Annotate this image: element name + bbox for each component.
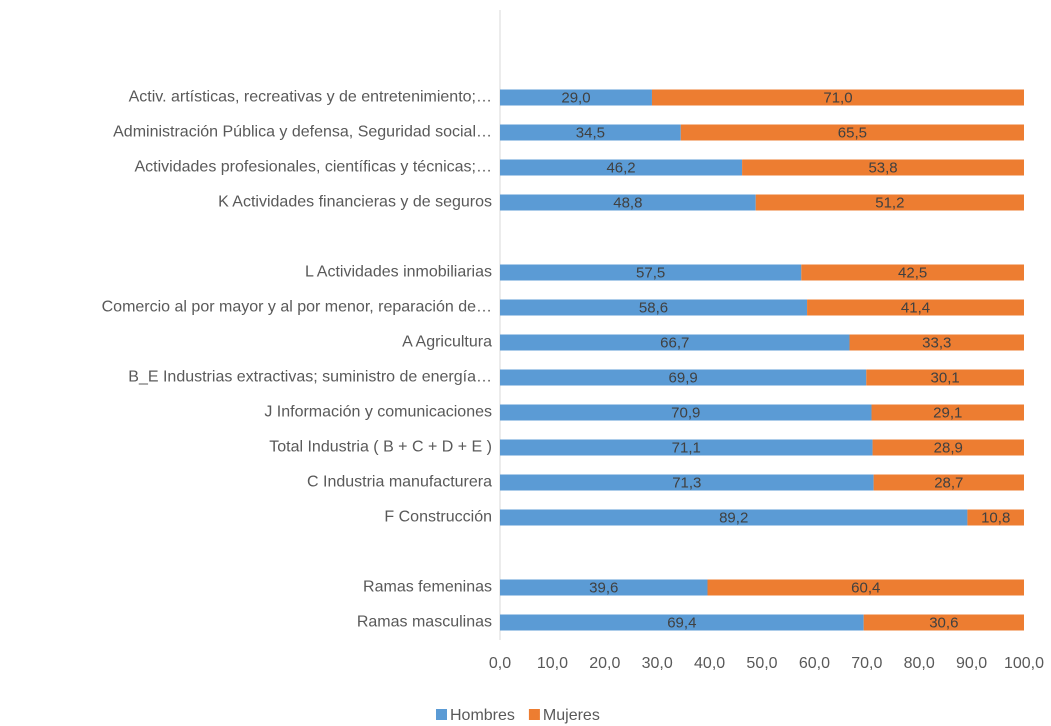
data-label: 69,9 bbox=[669, 369, 698, 386]
data-label: 42,5 bbox=[898, 264, 927, 281]
y-tick-label: B_E Industrias extractivas; suministro d… bbox=[128, 369, 492, 386]
legend-label: Mujeres bbox=[543, 707, 600, 724]
bar-segment bbox=[500, 614, 864, 631]
bar-segment bbox=[500, 404, 872, 421]
bar-segment bbox=[807, 299, 1024, 316]
bar-segment bbox=[742, 159, 1024, 176]
data-label: 28,9 bbox=[934, 439, 963, 456]
data-label: 10,8 bbox=[981, 509, 1010, 526]
bar-segment bbox=[871, 404, 1024, 421]
bar-segment bbox=[500, 124, 681, 141]
x-tick-label: 30,0 bbox=[642, 655, 673, 672]
data-label: 51,2 bbox=[875, 194, 904, 211]
bar-segment bbox=[680, 124, 1024, 141]
x-tick-label: 20,0 bbox=[589, 655, 620, 672]
bar-segment bbox=[500, 89, 652, 106]
data-label: 71,3 bbox=[672, 474, 701, 491]
bar-segment bbox=[500, 334, 850, 351]
bar-segment bbox=[866, 369, 1024, 386]
x-tick-label: 60,0 bbox=[799, 655, 830, 672]
y-tick-label: Total Industria ( B + C + D + E ) bbox=[269, 439, 492, 456]
bar-segment bbox=[755, 194, 1024, 211]
bar-segment bbox=[500, 509, 968, 526]
data-label: 46,2 bbox=[606, 159, 635, 176]
bar-segment bbox=[500, 369, 867, 386]
data-label: 58,6 bbox=[639, 299, 668, 316]
y-tick-label: C Industria manufacturera bbox=[307, 474, 492, 491]
legend-swatch bbox=[436, 709, 447, 720]
data-label: 30,1 bbox=[931, 369, 960, 386]
data-label: 66,7 bbox=[660, 334, 689, 351]
y-tick-label: F Construcción bbox=[384, 509, 492, 526]
bar-segment bbox=[873, 474, 1024, 491]
bar-segment bbox=[707, 579, 1024, 596]
data-label: 65,5 bbox=[838, 124, 867, 141]
x-tick-label: 70,0 bbox=[851, 655, 882, 672]
x-tick-label: 90,0 bbox=[956, 655, 987, 672]
x-tick-label: 50,0 bbox=[746, 655, 777, 672]
bar-segment bbox=[651, 89, 1024, 106]
data-label: 60,4 bbox=[851, 579, 880, 596]
data-label: 69,4 bbox=[667, 614, 696, 631]
data-label: 30,6 bbox=[929, 614, 958, 631]
data-label: 48,8 bbox=[613, 194, 642, 211]
y-tick-label: Administración Pública y defensa, Seguri… bbox=[113, 124, 492, 141]
x-tick-label: 0,0 bbox=[489, 655, 511, 672]
y-tick-label: A Agricultura bbox=[402, 334, 492, 351]
data-label: 53,8 bbox=[868, 159, 897, 176]
bar-segment bbox=[500, 579, 708, 596]
data-label: 29,1 bbox=[933, 404, 962, 421]
data-label: 71,1 bbox=[672, 439, 701, 456]
x-tick-label: 40,0 bbox=[694, 655, 725, 672]
y-tick-label: Ramas masculinas bbox=[357, 614, 492, 631]
bar-segment bbox=[967, 509, 1024, 526]
bar-segment bbox=[849, 334, 1024, 351]
y-tick-label: K Actividades financieras y de seguros bbox=[218, 194, 492, 211]
bar-segment bbox=[872, 439, 1024, 456]
y-tick-label: Ramas femeninas bbox=[363, 579, 492, 596]
x-tick-label: 80,0 bbox=[904, 655, 935, 672]
legend-swatch bbox=[528, 709, 540, 720]
bar-segment bbox=[500, 159, 743, 176]
data-label: 34,5 bbox=[576, 124, 605, 141]
y-tick-label: L Actividades inmobiliarias bbox=[305, 264, 492, 281]
x-tick-label: 10,0 bbox=[537, 655, 568, 672]
bar-segment bbox=[500, 264, 802, 281]
bar-segment bbox=[500, 299, 808, 316]
y-tick-label: Comercio al por mayor y al por menor, re… bbox=[102, 299, 492, 316]
bar-segment bbox=[500, 194, 756, 211]
bar-segment bbox=[500, 439, 873, 456]
data-label: 89,2 bbox=[719, 509, 748, 526]
data-label: 29,0 bbox=[561, 89, 590, 106]
bar-segment bbox=[863, 614, 1024, 631]
data-label: 39,6 bbox=[589, 579, 618, 596]
data-label: 57,5 bbox=[636, 264, 665, 281]
y-tick-label: J Información y comunicaciones bbox=[264, 404, 492, 421]
x-tick-label: 100,0 bbox=[1004, 655, 1044, 672]
y-tick-label: Actividades profesionales, científicas y… bbox=[135, 159, 493, 176]
data-label: 33,3 bbox=[922, 334, 951, 351]
legend-label: Hombres bbox=[450, 707, 515, 724]
data-label: 70,9 bbox=[671, 404, 700, 421]
y-tick-label: Activ. artísticas, recreativas y de entr… bbox=[129, 89, 492, 106]
bar-segment bbox=[801, 264, 1024, 281]
data-label: 28,7 bbox=[934, 474, 963, 491]
data-label: 41,4 bbox=[901, 299, 930, 316]
bar-segment bbox=[500, 474, 874, 491]
data-label: 71,0 bbox=[823, 89, 852, 106]
